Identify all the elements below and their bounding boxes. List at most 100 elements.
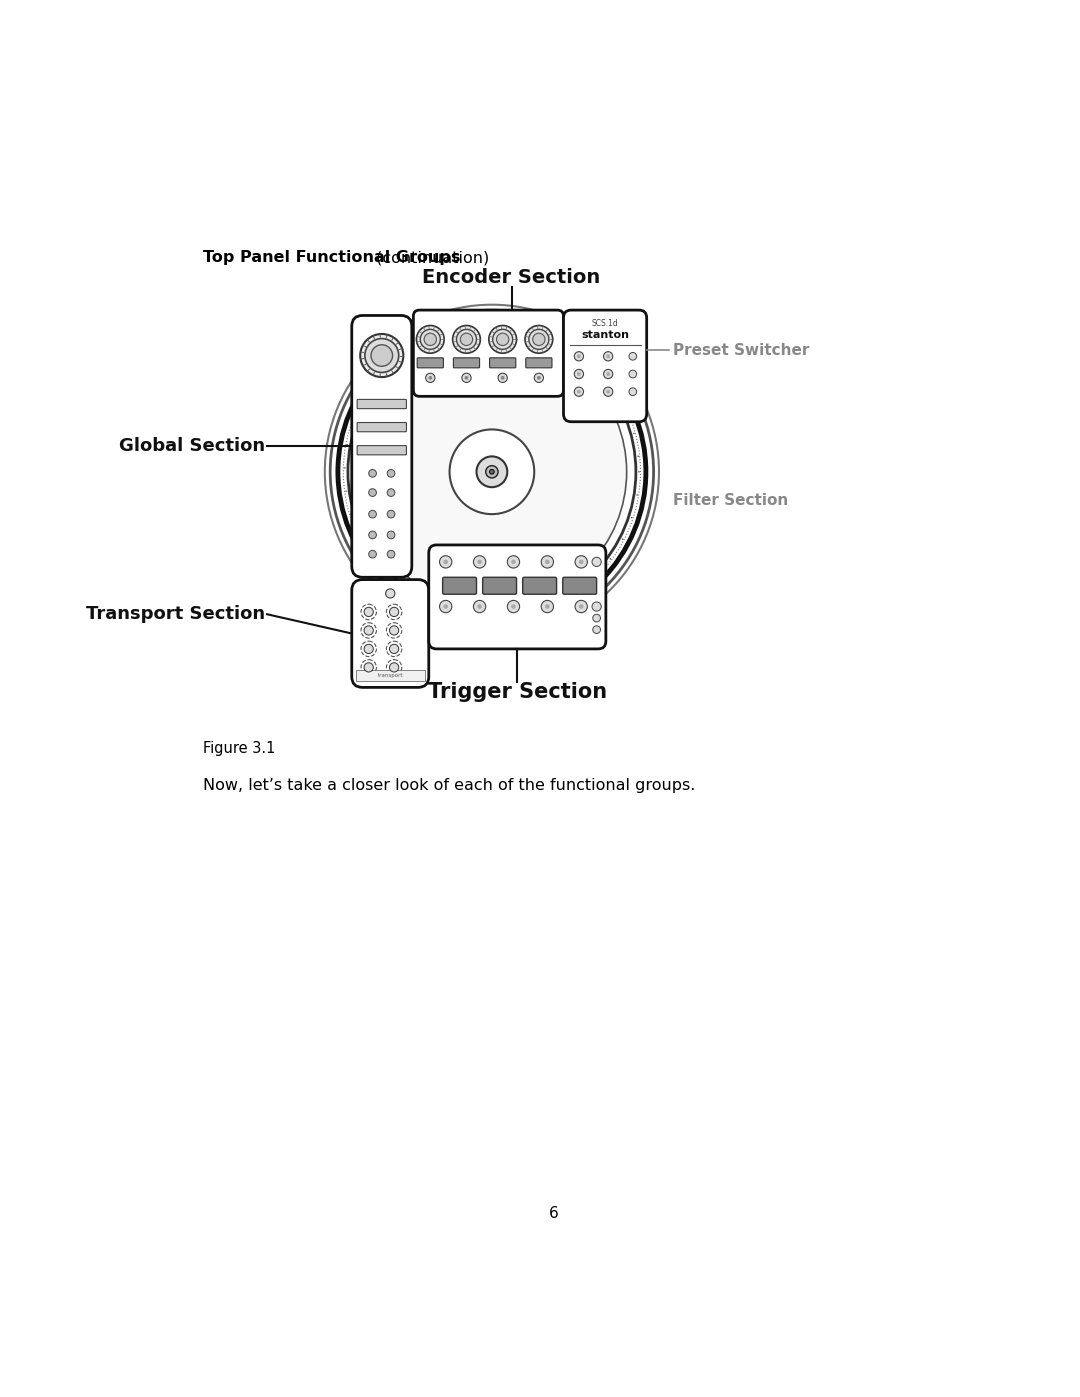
FancyBboxPatch shape bbox=[357, 422, 406, 432]
Circle shape bbox=[364, 662, 374, 672]
Circle shape bbox=[615, 390, 616, 393]
Circle shape bbox=[577, 355, 581, 358]
Circle shape bbox=[368, 550, 377, 557]
Text: SCS.1d: SCS.1d bbox=[592, 320, 619, 328]
FancyBboxPatch shape bbox=[483, 577, 516, 594]
Circle shape bbox=[629, 370, 637, 377]
Circle shape bbox=[420, 330, 441, 349]
Text: Now, let’s take a closer look of each of the functional groups.: Now, let’s take a closer look of each of… bbox=[203, 778, 696, 793]
Circle shape bbox=[440, 601, 451, 613]
Circle shape bbox=[511, 560, 516, 564]
Circle shape bbox=[525, 326, 553, 353]
Circle shape bbox=[489, 469, 495, 474]
Circle shape bbox=[542, 334, 544, 335]
Circle shape bbox=[556, 602, 558, 605]
Circle shape bbox=[362, 401, 364, 402]
Text: stanton: stanton bbox=[581, 330, 629, 339]
Circle shape bbox=[521, 327, 522, 328]
Circle shape bbox=[592, 557, 602, 567]
Text: 6: 6 bbox=[549, 1206, 558, 1221]
Circle shape bbox=[583, 356, 584, 358]
Circle shape bbox=[350, 513, 352, 514]
Circle shape bbox=[387, 550, 395, 557]
Circle shape bbox=[450, 330, 453, 331]
Circle shape bbox=[473, 601, 486, 613]
Circle shape bbox=[440, 556, 451, 569]
Circle shape bbox=[368, 531, 377, 539]
Circle shape bbox=[417, 326, 444, 353]
Circle shape bbox=[387, 489, 395, 496]
Circle shape bbox=[368, 510, 377, 518]
FancyBboxPatch shape bbox=[352, 316, 411, 577]
Text: Preset Switcher: Preset Switcher bbox=[673, 342, 809, 358]
Circle shape bbox=[599, 372, 602, 373]
Circle shape bbox=[622, 538, 623, 539]
Circle shape bbox=[391, 363, 392, 365]
Circle shape bbox=[386, 588, 395, 598]
FancyBboxPatch shape bbox=[523, 577, 556, 594]
Circle shape bbox=[489, 617, 490, 620]
Circle shape bbox=[604, 369, 612, 379]
Circle shape bbox=[633, 433, 635, 434]
Circle shape bbox=[593, 615, 600, 622]
Circle shape bbox=[361, 334, 403, 377]
Circle shape bbox=[604, 352, 612, 360]
Circle shape bbox=[390, 662, 399, 672]
Circle shape bbox=[364, 626, 374, 636]
Circle shape bbox=[545, 560, 550, 564]
Circle shape bbox=[489, 326, 516, 353]
Circle shape bbox=[345, 467, 346, 468]
Circle shape bbox=[449, 429, 535, 514]
Circle shape bbox=[429, 376, 432, 380]
Text: (continuation): (continuation) bbox=[372, 250, 489, 265]
Text: Top Panel Functional Groups: Top Panel Functional Groups bbox=[203, 250, 460, 265]
Circle shape bbox=[364, 644, 374, 654]
Text: Transport Section: Transport Section bbox=[85, 605, 265, 623]
FancyBboxPatch shape bbox=[564, 310, 647, 422]
Circle shape bbox=[409, 349, 410, 351]
Circle shape bbox=[387, 510, 395, 518]
Circle shape bbox=[347, 444, 348, 446]
Circle shape bbox=[390, 644, 399, 654]
Circle shape bbox=[426, 373, 435, 383]
Text: Global Section: Global Section bbox=[119, 437, 265, 455]
FancyBboxPatch shape bbox=[414, 310, 564, 397]
Circle shape bbox=[529, 330, 549, 349]
Circle shape bbox=[629, 388, 637, 395]
Circle shape bbox=[338, 317, 646, 626]
Circle shape bbox=[390, 626, 399, 636]
Circle shape bbox=[508, 556, 519, 569]
Text: Figure 3.1: Figure 3.1 bbox=[203, 742, 275, 756]
Circle shape bbox=[592, 602, 602, 610]
FancyBboxPatch shape bbox=[526, 358, 552, 367]
Circle shape bbox=[577, 390, 581, 394]
Circle shape bbox=[637, 455, 639, 457]
Circle shape bbox=[606, 390, 610, 394]
Circle shape bbox=[541, 601, 553, 613]
Circle shape bbox=[629, 352, 637, 360]
Circle shape bbox=[594, 576, 596, 577]
Circle shape bbox=[497, 324, 499, 326]
Circle shape bbox=[575, 369, 583, 379]
Circle shape bbox=[386, 573, 387, 574]
Circle shape bbox=[497, 334, 509, 345]
Circle shape bbox=[473, 556, 486, 569]
Circle shape bbox=[636, 495, 638, 496]
Circle shape bbox=[370, 555, 372, 556]
Circle shape bbox=[453, 326, 481, 353]
Circle shape bbox=[390, 608, 399, 616]
Text: Trigger Section: Trigger Section bbox=[428, 682, 607, 703]
Circle shape bbox=[457, 330, 476, 349]
Circle shape bbox=[424, 334, 436, 345]
Circle shape bbox=[444, 605, 448, 609]
Circle shape bbox=[444, 610, 445, 612]
Circle shape bbox=[575, 556, 588, 569]
Circle shape bbox=[365, 338, 399, 373]
Circle shape bbox=[444, 560, 448, 564]
Circle shape bbox=[535, 373, 543, 383]
Circle shape bbox=[368, 489, 377, 496]
FancyBboxPatch shape bbox=[357, 400, 406, 409]
FancyBboxPatch shape bbox=[417, 358, 444, 367]
Circle shape bbox=[498, 373, 508, 383]
Circle shape bbox=[477, 560, 482, 564]
